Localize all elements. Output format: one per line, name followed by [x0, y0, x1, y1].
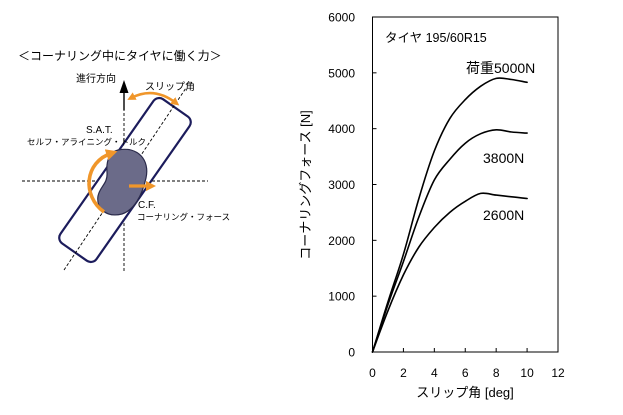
x-axis-label: スリップ角 [deg] — [416, 385, 514, 400]
slip-angle-arrow-icon — [127, 91, 180, 106]
y-axis-label: コーナリングフォース [N] — [298, 110, 313, 260]
x-tick-label: 4 — [431, 366, 438, 380]
series-line-2 — [371, 128, 528, 353]
x-tick-label: 12 — [551, 366, 565, 380]
x-tick-label: 0 — [369, 366, 376, 380]
y-tick-label: 5000 — [328, 66, 355, 80]
x-tick-label: 6 — [462, 366, 469, 380]
chart-title: タイヤ 195/60R15 — [385, 31, 487, 45]
slip-angle-label: スリップ角 — [145, 81, 195, 93]
x-tick-label: 10 — [520, 366, 534, 380]
cornering-force-chart: タイヤ 195/60R15 スリップ角 [deg] コーナリングフォース [N]… — [298, 11, 565, 401]
y-tick-label: 2000 — [328, 234, 355, 248]
y-tick-label: 3000 — [328, 178, 355, 192]
series-line-3 — [371, 192, 528, 353]
tire-axis-dashed — [63, 87, 187, 271]
x-tick-label: 2 — [400, 366, 407, 380]
direction-label: 進行方向 — [76, 72, 116, 85]
series-label-2: 3800N — [483, 150, 524, 166]
chart-marks: 0 1000 2000 3000 4000 5000 6000 0 2 4 6 8 10 12 荷重5000… — [328, 11, 565, 381]
y-tick-label: 1000 — [328, 290, 355, 304]
y-tick-label: 0 — [348, 346, 355, 360]
sat-arrow-icon — [87, 149, 118, 214]
x-tick-label: 8 — [493, 366, 500, 380]
sat-description: セルフ・アライニング・トルク — [27, 137, 146, 147]
series-label-1: 荷重5000N — [466, 60, 535, 76]
y-tick-label: 4000 — [328, 122, 355, 136]
diagram-title: ＜コーナリング中にタイヤに働く力＞ — [18, 48, 222, 63]
series-line-1 — [371, 77, 528, 353]
y-tick-label: 6000 — [328, 11, 355, 25]
cf-description: コーナリング・フォース — [137, 212, 230, 222]
sat-label: S.A.T. — [86, 125, 113, 136]
direction-arrow-icon — [119, 80, 129, 93]
tire-force-diagram: ＜コーナリング中にタイヤに働く力＞ 進行方向 スリップ角 S.A.T. セルフ・… — [18, 48, 230, 272]
series-label-3: 2600N — [483, 207, 524, 223]
cf-label: C.F. — [138, 200, 156, 211]
